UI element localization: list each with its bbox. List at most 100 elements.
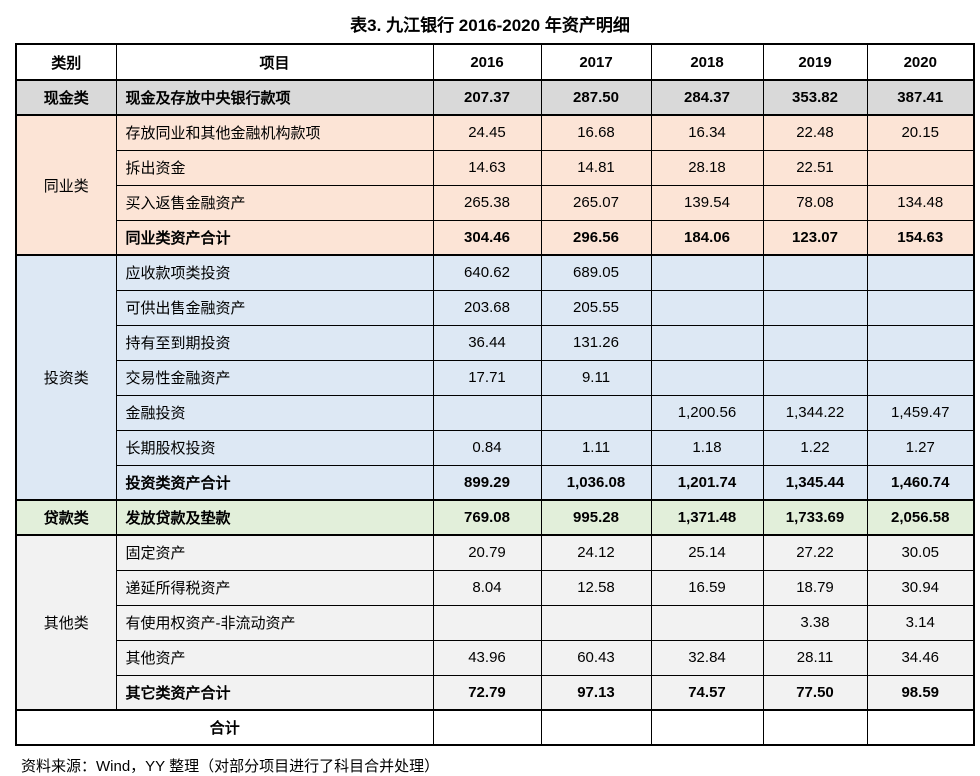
category-cell: 同业类 [15,114,117,256]
header-item: 项目 [115,43,434,81]
value-cell: 205.55 [540,289,652,326]
value-cell: 1,371.48 [650,499,764,536]
table-row: 拆出资金 14.63 14.81 28.18 22.51 [16,149,975,186]
item-cell: 递延所得税资产 [115,569,434,606]
value-cell: 3.38 [762,604,868,641]
table-row: 其他资产 43.96 60.43 32.84 28.11 34.46 [16,639,975,676]
value-cell: 34.46 [866,639,975,676]
value-cell: 78.08 [762,184,868,221]
value-cell: 287.50 [540,79,652,116]
value-cell: 134.48 [866,184,975,221]
value-cell: 74.57 [650,674,764,711]
value-cell [762,359,868,396]
value-cell: 77.50 [762,674,868,711]
value-cell: 203.68 [432,289,542,326]
value-cell: 1.18 [650,429,764,466]
value-cell: 28.11 [762,639,868,676]
asset-detail-table: 类别 项目 2016 2017 2018 2019 2020 现金类 现金及存放中… [15,43,975,746]
value-cell: 1,344.22 [762,394,868,431]
value-cell: 640.62 [432,254,542,291]
value-cell: 97.13 [540,674,652,711]
value-cell [762,709,868,746]
value-cell [866,709,975,746]
value-cell: 9.11 [540,359,652,396]
header-year-2016: 2016 [432,43,542,81]
value-cell [650,254,764,291]
value-cell: 14.81 [540,149,652,186]
header-year-2017: 2017 [540,43,652,81]
value-cell [866,359,975,396]
table-row: 持有至到期投资 36.44 131.26 [16,324,975,361]
value-cell: 72.79 [432,674,542,711]
value-cell: 98.59 [866,674,975,711]
table-row: 现金类 现金及存放中央银行款项 207.37 287.50 284.37 353.82 38… [15,79,975,116]
value-cell: 22.48 [762,114,868,151]
value-cell [540,394,652,431]
value-cell: 12.58 [540,569,652,606]
value-cell: 2,056.58 [866,499,975,536]
value-cell: 16.68 [540,114,652,151]
value-cell [432,604,542,641]
value-cell: 769.08 [432,499,542,536]
value-cell: 14.63 [432,149,542,186]
value-cell: 1,345.44 [762,464,868,501]
value-cell: 1,459.47 [866,394,975,431]
value-cell: 27.22 [762,534,868,571]
item-cell: 应收款项类投资 [115,254,434,291]
table-row: 有使用权资产-非流动资产 3.38 3.14 [16,604,975,641]
value-cell [866,324,975,361]
value-cell: 353.82 [762,79,868,116]
value-cell: 154.63 [866,219,975,256]
value-cell: 1,460.74 [866,464,975,501]
value-cell [650,289,764,326]
item-cell: 可供出售金融资产 [115,289,434,326]
value-cell: 28.18 [650,149,764,186]
value-cell [762,254,868,291]
table-row: 同业类资产合计 304.46 296.56 184.06 123.07 154.63 [16,219,975,256]
total-row: 合计 [15,709,975,746]
value-cell: 25.14 [650,534,764,571]
value-cell: 284.37 [650,79,764,116]
item-cell: 交易性金融资产 [115,359,434,396]
header-year-2020: 2020 [866,43,975,81]
value-cell: 60.43 [540,639,652,676]
item-cell: 有使用权资产-非流动资产 [115,604,434,641]
table-title: 表3. 九江银行 2016-2020 年资产明细 [350,16,630,35]
value-cell: 1.11 [540,429,652,466]
value-cell: 265.38 [432,184,542,221]
value-cell [866,254,975,291]
value-cell: 3.14 [866,604,975,641]
table-row: 投资类 应收款项类投资 640.62 689.05 [15,254,975,501]
item-cell: 金融投资 [115,394,434,431]
value-cell: 36.44 [432,324,542,361]
category-cell: 其他类 [15,534,117,711]
value-cell: 32.84 [650,639,764,676]
item-cell: 同业类资产合计 [115,219,434,256]
value-cell [432,394,542,431]
value-cell: 1,733.69 [762,499,868,536]
value-cell: 1.22 [762,429,868,466]
table-row: 可供出售金融资产 203.68 205.55 [16,289,975,326]
item-cell: 长期股权投资 [115,429,434,466]
table-row: 金融投资 1,200.56 1,344.22 1,459.47 [16,394,975,431]
header-row: 类别 项目 2016 2017 2018 2019 2020 [15,43,975,81]
table-row: 同业类 存放同业和其他金融机构款项 24.45 16.68 16.34 22.48 20.1… [15,114,975,256]
value-cell: 24.12 [540,534,652,571]
table-row: 其它类资产合计 72.79 97.13 74.57 77.50 98.59 [16,674,975,711]
value-cell: 1,036.08 [540,464,652,501]
table-row: 递延所得税资产 8.04 12.58 16.59 18.79 30.94 [16,569,975,606]
item-cell: 其它类资产合计 [115,674,434,711]
value-cell [762,324,868,361]
value-cell: 131.26 [540,324,652,361]
header-category: 类别 [15,43,117,81]
value-cell [650,709,764,746]
value-cell [540,709,652,746]
value-cell [540,604,652,641]
item-cell: 现金及存放中央银行款项 [115,79,434,116]
value-cell: 1,201.74 [650,464,764,501]
value-cell: 16.59 [650,569,764,606]
table-row: 贷款类 发放贷款及垫款 769.08 995.28 1,371.48 1,733.69 2,… [15,499,975,536]
value-cell: 8.04 [432,569,542,606]
total-label-cell: 合计 [15,709,434,746]
